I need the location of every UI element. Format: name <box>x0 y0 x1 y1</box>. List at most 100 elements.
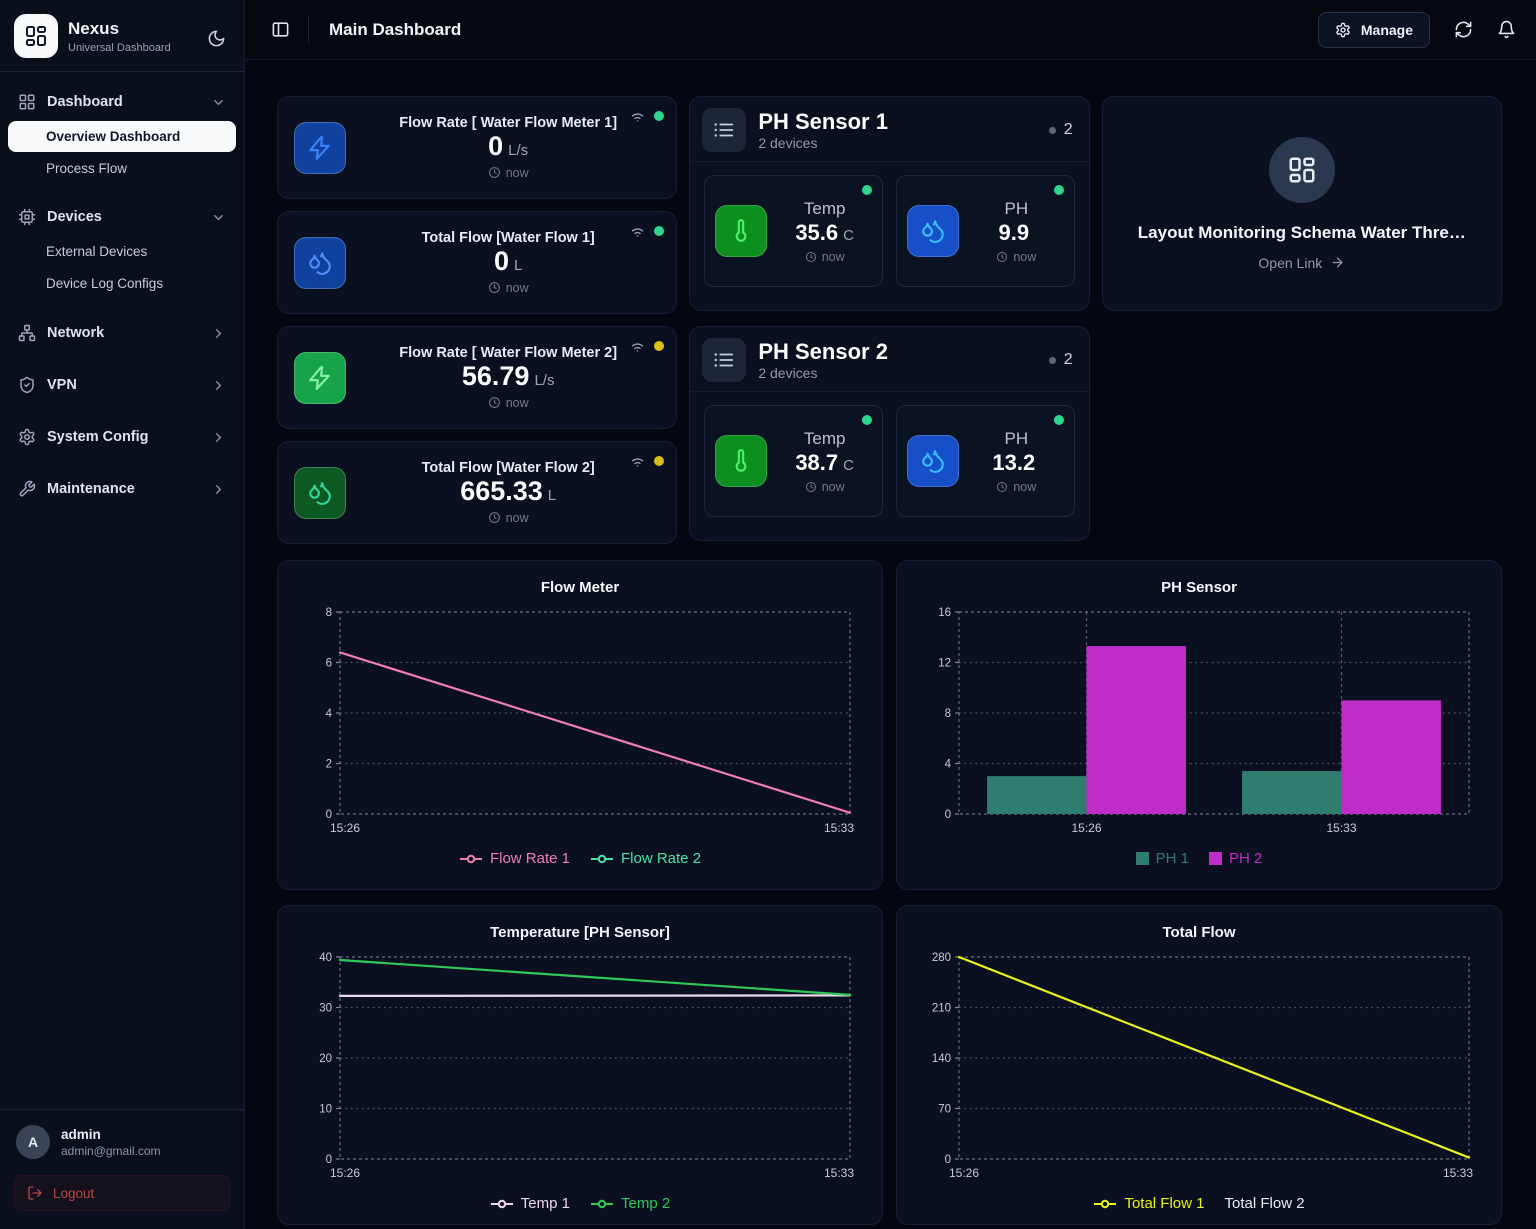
legend-label: Temp 1 <box>520 1195 570 1212</box>
sidebar-item-external-devices[interactable]: External Devices <box>46 244 148 259</box>
svg-text:40: 40 <box>319 952 332 964</box>
device-value: 35.6 <box>795 219 839 245</box>
stat-title: Flow Rate [ Water Flow Meter 1] <box>399 115 618 132</box>
thermometer-icon <box>715 435 768 487</box>
refresh-button[interactable] <box>1454 20 1473 39</box>
svg-text:15:26: 15:26 <box>949 1166 979 1180</box>
svg-text:30: 30 <box>319 1003 332 1015</box>
nav-section-label: Maintenance <box>47 481 135 497</box>
stat-unit: L <box>547 487 557 505</box>
sidebar-item-overview-dashboard[interactable]: Overview Dashboard <box>8 121 236 152</box>
arrow-right-icon <box>1332 257 1343 268</box>
legend-item[interactable]: Flow Rate 2 <box>590 850 701 867</box>
stat-value: 0 <box>488 131 504 162</box>
list-icon <box>702 338 747 382</box>
chevron-right-icon <box>211 378 226 393</box>
panel-left-icon <box>272 22 289 37</box>
nav-section-vpn[interactable]: VPN <box>8 367 236 403</box>
app-logo-row: Nexus Universal Dashboard <box>0 0 244 71</box>
sidebar-toggle-button[interactable] <box>271 20 290 39</box>
legend-item[interactable]: Temp 2 <box>590 1195 670 1212</box>
topbar: Main Dashboard Manage <box>245 0 1536 60</box>
chart-legend: Flow Rate 1 Flow Rate 2 <box>294 850 866 867</box>
svg-text:0: 0 <box>326 809 332 821</box>
chart-flow-meter: Flow Meter 0 2 4 6 8 15:26 15:33 Flow Rate 1 Fl… <box>277 560 883 890</box>
topbar-divider <box>308 16 309 43</box>
nav-section-maintenance[interactable]: Maintenance <box>8 471 236 507</box>
legend-item[interactable]: Total Flow 1 <box>1093 1195 1205 1212</box>
bolt-icon <box>294 121 346 174</box>
manage-button[interactable]: Manage <box>1317 11 1430 48</box>
chart-legend: Total Flow 1 Total Flow 2 <box>913 1195 1485 1212</box>
link-card-column: Layout Monitoring Schema Water Thre… Ope… <box>1101 96 1502 544</box>
chart-canvas: 0 70 140 210 280 15:26 15:33 <box>932 952 1474 1180</box>
device-timestamp: now <box>1013 249 1037 264</box>
stat-cards-column: Flow Rate [ Water Flow Meter 1] 0 L/s now <box>277 96 678 544</box>
device-unit: C <box>843 226 854 244</box>
device-label: Temp <box>803 428 846 448</box>
droplets-icon <box>906 205 959 257</box>
device-label: Temp <box>803 198 846 218</box>
clock-icon <box>805 481 816 492</box>
app-name: Nexus <box>68 18 120 38</box>
stat-timestamp: now <box>505 165 529 180</box>
stat-title: Total Flow [Water Flow 2] <box>421 460 595 477</box>
chart-canvas: 0 2 4 6 8 15:26 15:33 <box>326 607 855 835</box>
notifications-button[interactable] <box>1497 20 1516 39</box>
stat-timestamp: now <box>505 510 529 525</box>
open-link-button[interactable]: Open Link <box>1258 255 1345 271</box>
grid-icon <box>18 93 36 111</box>
chart-title: Flow Meter <box>540 579 620 596</box>
link-title: Layout Monitoring Schema Water Thre… <box>1137 222 1466 242</box>
legend-item[interactable]: PH 1 <box>1135 850 1189 867</box>
status-dot <box>1053 415 1064 425</box>
chevron-down-icon <box>211 210 226 225</box>
clock-icon <box>488 167 500 179</box>
count-dot <box>1048 126 1056 134</box>
stat-unit: L <box>514 257 523 275</box>
dark-mode-toggle[interactable] <box>207 25 230 48</box>
droplet-icon <box>294 466 346 519</box>
legend-label: Temp 2 <box>621 1195 671 1212</box>
sidebar-item-process-flow[interactable]: Process Flow <box>46 161 128 176</box>
stat-card-flow-rate-2: Flow Rate [ Water Flow Meter 2] 56.79 L/s… <box>277 326 678 429</box>
group-device-count: 2 <box>1048 351 1073 369</box>
shield-check-icon <box>18 376 36 394</box>
svg-text:15:33: 15:33 <box>1326 821 1356 835</box>
logout-button[interactable]: Logout <box>14 1175 230 1211</box>
legend-item[interactable]: Flow Rate 1 <box>459 850 570 867</box>
stat-title: Flow Rate [ Water Flow Meter 2] <box>399 345 618 362</box>
legend-marker <box>591 1199 613 1208</box>
wifi-icon <box>632 228 644 237</box>
stat-title: Total Flow [Water Flow 1] <box>421 230 595 247</box>
user-email: admin@gmail.com <box>61 1143 161 1158</box>
group-subtitle: 2 devices <box>758 134 818 151</box>
legend-label: Total Flow 1 <box>1124 1195 1205 1212</box>
group-card-ph-sensor-1: PH Sensor 1 2 devices 2 <box>689 96 1090 311</box>
svg-text:6: 6 <box>326 658 332 670</box>
device-timestamp: now <box>1013 479 1037 494</box>
count-dot <box>1048 356 1056 364</box>
nav-section-dashboard[interactable]: Dashboard <box>8 84 236 120</box>
group-subtitle: 2 devices <box>758 364 818 381</box>
legend-item[interactable]: PH 2 <box>1209 850 1262 867</box>
svg-text:15:26: 15:26 <box>330 821 360 835</box>
chevron-right-icon <box>211 430 226 445</box>
legend-item[interactable]: Total Flow 2 <box>1225 1195 1305 1212</box>
link-card[interactable]: Layout Monitoring Schema Water Thre… Ope… <box>1101 96 1502 311</box>
svg-text:140: 140 <box>932 1053 951 1065</box>
status-dot <box>654 455 665 466</box>
chart-legend: Temp 1 Temp 2 <box>294 1195 866 1212</box>
nav-section-devices[interactable]: Devices <box>8 199 236 235</box>
sidebar-item-device-log-configs[interactable]: Device Log Configs <box>46 276 164 291</box>
svg-text:70: 70 <box>938 1104 951 1116</box>
chart-title: PH Sensor <box>1161 579 1237 596</box>
svg-text:2: 2 <box>326 759 332 771</box>
svg-text:15:26: 15:26 <box>1071 821 1101 835</box>
nav-section-network[interactable]: Network <box>8 315 236 351</box>
legend-label: Total Flow 2 <box>1224 1195 1305 1212</box>
legend-item[interactable]: Temp 1 <box>490 1195 570 1212</box>
svg-text:15:33: 15:33 <box>1443 1166 1473 1180</box>
nav-section-system-config[interactable]: System Config <box>8 419 236 455</box>
dashboard-content: Flow Rate [ Water Flow Meter 1] 0 L/s now <box>245 60 1536 1225</box>
